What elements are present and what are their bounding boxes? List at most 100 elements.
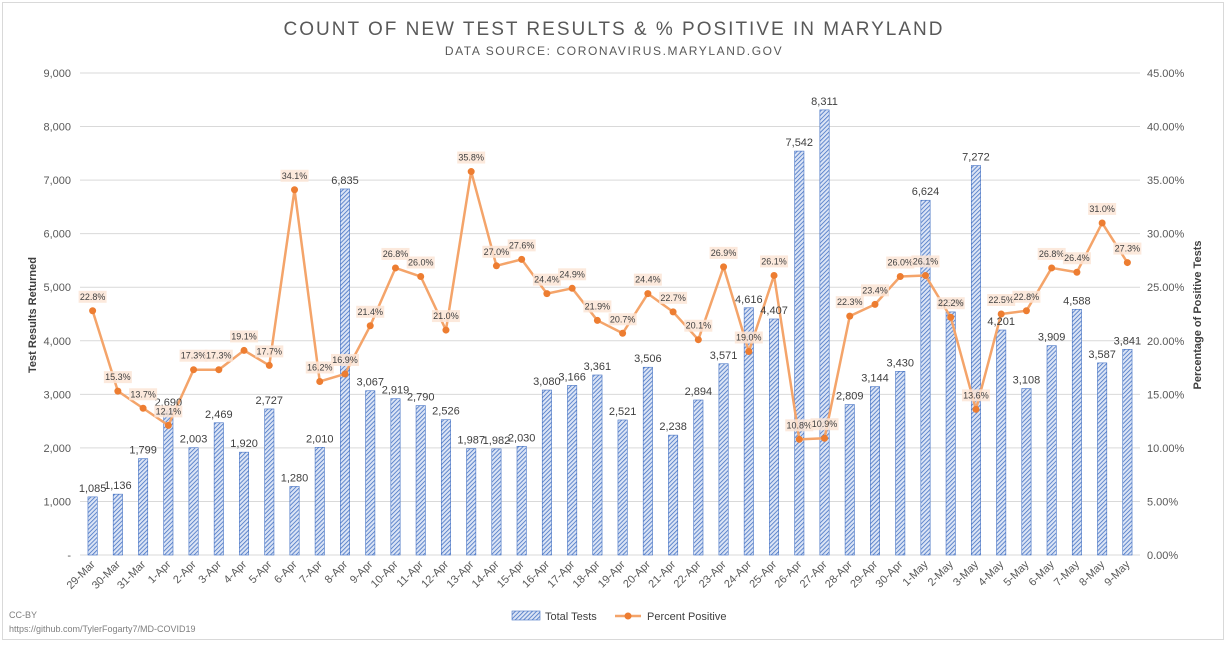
percent-label-background [356, 305, 385, 318]
x-tick-label: 20-Apr [621, 558, 653, 590]
percent-point [947, 313, 955, 321]
percent-label-background [1088, 202, 1117, 215]
percent-label-group: 21.9% [583, 300, 612, 313]
percent-value-label: 27.6% [509, 240, 535, 250]
percent-point [139, 404, 147, 412]
percent-label-background [861, 284, 889, 297]
bar-value-label: 2,526 [432, 406, 460, 418]
left-tick-label: - [67, 550, 71, 562]
percent-point [871, 300, 879, 308]
percent-label-background [1113, 242, 1142, 255]
x-tick-label: 23-Apr [697, 558, 729, 590]
percent-point [921, 271, 929, 279]
percent-point [720, 263, 728, 271]
bar [592, 374, 603, 556]
bar-value-label: 7,272 [962, 152, 990, 164]
x-tick-label: 26-Apr [773, 558, 805, 590]
bar-series-total-tests [87, 109, 1133, 556]
percent-label-background [734, 331, 763, 344]
chart-canvas: COUNT OF NEW TEST RESULTS & % POSITIVE I… [9, 19, 1204, 634]
percent-label-background [558, 268, 587, 281]
right-tick-label: 25.00% [1147, 282, 1185, 294]
bar [390, 398, 401, 556]
x-tick-label: 6-Apr [272, 558, 300, 586]
bar-value-label: 3,166 [558, 371, 586, 383]
legend-percent-positive: Percent Positive [647, 611, 726, 623]
percent-point [619, 329, 627, 337]
percent-label-group: 20.1% [684, 319, 713, 332]
bar [213, 422, 224, 556]
percent-label-background [835, 296, 864, 309]
percent-value-label: 17.7% [257, 346, 283, 356]
left-tick-label: 2,000 [43, 443, 71, 455]
bar [819, 109, 830, 556]
percent-label-background [204, 349, 233, 362]
percent-value-label: 15.3% [105, 372, 131, 382]
percent-label-group: 27.3% [1113, 242, 1142, 255]
percent-label-group: 27.6% [507, 239, 536, 252]
percent-label-background [785, 419, 814, 432]
percent-label-group: 22.8% [78, 290, 107, 303]
bar-value-label: 3,909 [1038, 332, 1066, 344]
bar [870, 386, 880, 556]
percent-label-group: 17.7% [255, 345, 284, 358]
percent-value-label: 26.8% [383, 249, 409, 259]
bar-value-label: 2,919 [382, 385, 410, 397]
percent-point [846, 312, 854, 320]
chart-subtitle: DATA SOURCE: CORONAVIRUS.MARYLAND.GOV [445, 44, 783, 58]
percent-label-group: 26.4% [1062, 252, 1091, 265]
bar-value-label: 8,311 [811, 96, 838, 108]
bar-value-label: 3,587 [1088, 349, 1116, 361]
percent-label-background [431, 310, 460, 323]
x-tick-label: 8-Apr [323, 558, 351, 586]
percent-point [770, 271, 778, 279]
bar [1046, 345, 1057, 556]
bar-value-label: 2,003 [180, 434, 208, 446]
x-tick-label: 6-May [1027, 558, 1057, 588]
bar-value-label: 1,987 [457, 435, 485, 447]
x-tick-label: 4-May [976, 558, 1006, 588]
percent-value-label: 27.0% [484, 247, 510, 257]
percent-point [316, 377, 324, 385]
percent-label-background [457, 151, 486, 164]
percent-label-background [583, 300, 612, 313]
bar-value-label: 2,010 [306, 433, 334, 445]
percent-value-label: 13.6% [963, 390, 989, 400]
x-tick-label: 5-Apr [247, 558, 275, 586]
left-axis-title: Test Results Returned [27, 257, 39, 373]
x-tick-label: 2-May [926, 558, 956, 588]
bar-value-label: 1,280 [281, 472, 309, 484]
percent-value-label: 26.1% [761, 256, 787, 266]
percent-value-label: 22.5% [988, 295, 1014, 305]
bar-value-label: 1,982 [483, 435, 511, 447]
percent-label-group: 27.0% [482, 245, 511, 258]
x-tick-label: 17-Apr [545, 558, 577, 590]
bar-value-label: 2,521 [609, 406, 637, 418]
x-tick-label: 29-Apr [848, 558, 880, 590]
bar-value-label: 2,238 [659, 421, 687, 433]
percent-label-group: 10.8% [785, 419, 814, 432]
percent-point [997, 310, 1005, 318]
percent-label-background [482, 245, 511, 258]
bar-value-label: 3,080 [533, 376, 561, 388]
x-tick-label: 2-Apr [171, 558, 199, 586]
percent-point [1073, 268, 1081, 276]
percent-value-label: 16.9% [332, 355, 358, 365]
bar-value-label: 2,790 [407, 392, 435, 404]
percent-label-group: 22.5% [987, 294, 1016, 306]
bar [895, 371, 906, 556]
percent-point [669, 308, 677, 316]
right-tick-label: 0.00% [1147, 550, 1178, 562]
percent-value-label: 17.3% [181, 351, 207, 361]
bar-value-label: 4,616 [735, 294, 763, 306]
x-tick-label: 18-Apr [571, 558, 603, 590]
bar [289, 486, 300, 556]
line-data-labels: 22.8% 15.3% 13.7%12.1% 17.3% 17.3% 19.1%17.7%… [78, 151, 1142, 432]
bar-value-label: 2,727 [256, 395, 284, 407]
bar-value-label: 3,506 [634, 353, 662, 365]
left-tick-label: 9,000 [43, 68, 71, 80]
percent-label-background [936, 297, 965, 310]
percent-point [593, 316, 601, 324]
percent-label-background [961, 389, 990, 402]
x-tick-label: 1-Apr [146, 558, 174, 586]
